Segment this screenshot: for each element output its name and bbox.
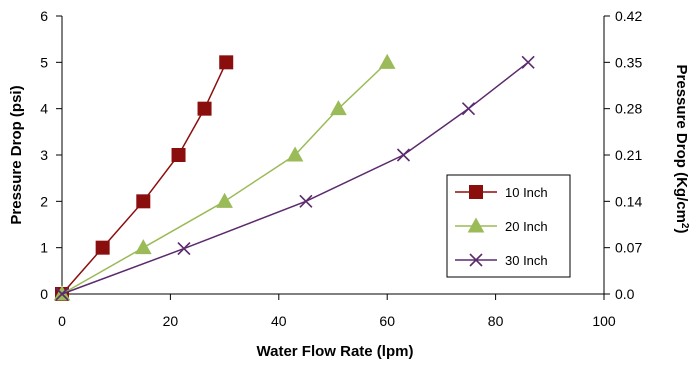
- x-marker-stroke: [521, 55, 535, 69]
- square-marker: [469, 185, 483, 199]
- legend-label: 30 Inch: [505, 253, 548, 268]
- x-marker-stroke: [177, 242, 191, 256]
- square-marker: [219, 55, 234, 70]
- legend-label: 10 Inch: [505, 185, 548, 200]
- x-marker-stroke: [461, 102, 476, 116]
- series-layer: [53, 53, 535, 301]
- y-right-tick-label: 0.07: [615, 240, 642, 256]
- square-marker: [136, 194, 151, 209]
- y-left-tick-label: 2: [40, 193, 48, 209]
- triangle-marker: [467, 217, 485, 233]
- ticks: 0 1 2 3 4 5 6 0.0 0.07 0.14 0.21 0.28 0.35 0.42 0 20 40 6…: [40, 8, 642, 329]
- y-right-tick-label: 0.0: [615, 286, 635, 302]
- y-right-tick-label: 0.42: [615, 8, 642, 24]
- triangle-marker: [134, 239, 152, 255]
- x-axis-title: Water Flow Rate (lpm): [257, 343, 414, 360]
- y-left-tick-label: 0: [40, 286, 48, 302]
- y-left-tick-label: 3: [40, 147, 48, 163]
- series-line: [61, 62, 227, 295]
- x-marker: [299, 194, 313, 208]
- y-axis-right-title-main: Pressure Drop (Kg/cm: [673, 65, 690, 223]
- y-axis-left-title: Pressure Drop (psi): [8, 85, 25, 224]
- square-marker: [171, 148, 186, 162]
- y-right-tick-label: 0.28: [615, 101, 642, 117]
- y-left-tick-label: 1: [40, 240, 48, 256]
- x-marker: [469, 253, 483, 267]
- legend-entry: 20 Inch: [455, 217, 548, 234]
- series-30-inch: [55, 55, 535, 301]
- y-axis-right-title-sup: 2: [680, 223, 691, 229]
- x-tick-label: 40: [271, 313, 287, 329]
- series-line: [61, 61, 529, 295]
- x-marker-stroke: [396, 148, 411, 162]
- legend: 10 Inch 20 Inch 30 Inch: [446, 174, 571, 278]
- legend-label: 20 Inch: [505, 219, 548, 234]
- x-marker: [55, 287, 69, 301]
- x-tick-label: 80: [488, 313, 504, 329]
- x-marker: [177, 242, 191, 256]
- triangle-marker: [286, 146, 304, 162]
- x-tick-label: 0: [58, 313, 66, 329]
- y-left-tick-label: 6: [40, 8, 48, 24]
- square-marker: [95, 240, 110, 255]
- y-axis-right-title: Pressure Drop (Kg/cm2): [673, 65, 691, 234]
- x-marker: [461, 102, 476, 116]
- legend-entry: 30 Inch: [455, 253, 548, 268]
- x-marker-stroke: [55, 287, 69, 301]
- x-tick-label: 20: [163, 313, 179, 329]
- y-right-tick-label: 0.21: [615, 147, 642, 163]
- y-right-tick-label: 0.14: [615, 193, 642, 209]
- x-marker: [396, 148, 411, 162]
- x-marker-stroke: [469, 253, 483, 267]
- x-tick-label: 60: [379, 313, 395, 329]
- y-right-tick-label: 0.35: [615, 54, 642, 70]
- x-marker: [521, 55, 535, 69]
- triangle-marker: [330, 100, 347, 116]
- triangle-marker: [216, 192, 233, 208]
- y-axis-right-title-end: ): [673, 228, 690, 233]
- legend-entry: 10 Inch: [455, 185, 548, 200]
- triangle-marker: [378, 53, 396, 69]
- series-20-inch: [53, 53, 396, 301]
- x-tick-label: 100: [592, 313, 616, 329]
- x-marker-stroke: [299, 194, 313, 208]
- y-left-tick-label: 4: [40, 101, 48, 117]
- square-marker: [197, 101, 212, 116]
- y-left-tick-label: 5: [40, 54, 48, 70]
- series-line: [61, 61, 388, 295]
